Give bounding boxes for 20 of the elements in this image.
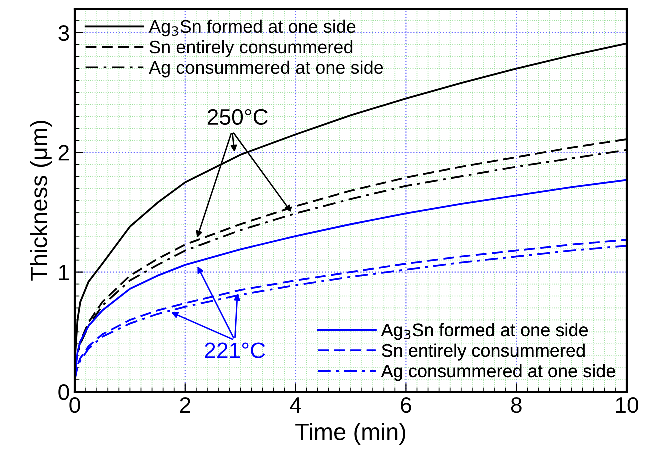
x-tick-label: 4 [290,398,302,413]
legend-label: Sn entirely consummered [382,344,585,361]
y-tick-label: 1 [59,265,70,280]
y-axis-title: Thickness (μm) [30,121,52,281]
x-tick-label: 8 [511,397,522,414]
y-tick-label: 2 [58,145,70,161]
x-axis-title: Time (min) [296,423,406,446]
y-tick-label: 0 [58,384,70,400]
annotation: 221°C [205,342,266,358]
y-tick-label: 3 [58,25,70,42]
x-tick-label: 2 [180,397,190,413]
legend-label: Ag consummered at one side [149,60,384,78]
legend-label: Ag consummered at one side [381,364,616,382]
x-tick-label: 6 [401,397,412,414]
legend-label: Ag$_{3}$Sn formed at one side [149,20,356,37]
annotation: 250°C [208,109,268,126]
legend-label: Sn entirely consummered [150,40,353,58]
x-tick-label: 10 [616,397,638,414]
legend-label: Ag$_{3}$Sn formed at one side [381,323,588,340]
x-tick-label: 0 [70,397,80,414]
